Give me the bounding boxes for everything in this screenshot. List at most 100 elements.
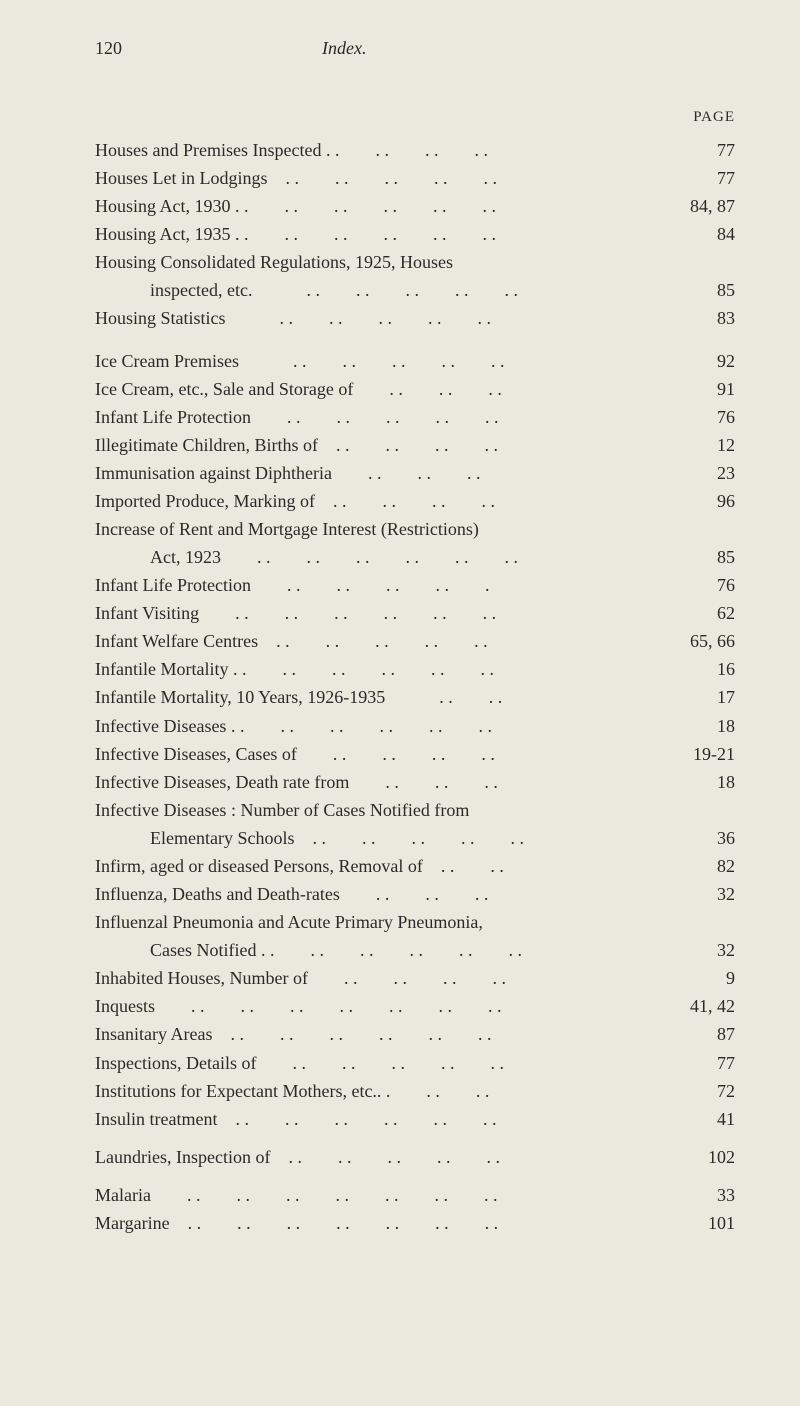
entry-text: Ice Cream, etc., Sale and Storage of . .… [95, 375, 670, 403]
index-entry: Institutions for Expectant Mothers, etc.… [95, 1077, 740, 1105]
index-entry: Act, 1923 . . . . . . . . . . . .85 [95, 543, 740, 571]
page-number: 120 [95, 38, 122, 59]
index-entry: Cases Notified . . . . . . . . . . . .32 [95, 936, 740, 964]
entry-page-number: 84, 87 [670, 192, 740, 220]
entry-page-number: 18 [670, 768, 740, 796]
index-entry: Housing Consolidated Regulations, 1925, … [95, 248, 740, 276]
entry-text: Housing Act, 1935 . . . . . . . . . . . … [95, 220, 670, 248]
entry-text: Immunisation against Diphtheria . . . . … [95, 459, 670, 487]
entry-text: Infirm, aged or diseased Persons, Remova… [95, 852, 670, 880]
section-gap [95, 333, 740, 347]
index-entry: Infective Diseases . . . . . . . . . . .… [95, 712, 740, 740]
entry-page-number: 76 [670, 571, 740, 599]
entry-page-number: 32 [670, 880, 740, 908]
index-entry: Infective Diseases, Cases of . . . . . .… [95, 740, 740, 768]
entry-text: Influenza, Deaths and Death-rates . . . … [95, 880, 670, 908]
entry-page-number: 23 [670, 459, 740, 487]
entry-page-number: 9 [670, 964, 740, 992]
entry-text: Infantile Mortality, 10 Years, 1926-1935… [95, 683, 670, 711]
entry-text: Institutions for Expectant Mothers, etc.… [95, 1077, 670, 1105]
entry-page-number: 12 [670, 431, 740, 459]
entry-page-number: 41 [670, 1105, 740, 1133]
entry-text: Laundries, Inspection of . . . . . . . .… [95, 1143, 670, 1171]
entry-page-number: 36 [670, 824, 740, 852]
index-entry: Infantile Mortality, 10 Years, 1926-1935… [95, 683, 740, 711]
entry-page-number: 77 [670, 164, 740, 192]
entry-page-number: 85 [670, 276, 740, 304]
entry-page-number: 65, 66 [670, 627, 740, 655]
entry-page-number: 19-21 [670, 740, 740, 768]
entry-page-number: 84 [670, 220, 740, 248]
entry-text: Infective Diseases, Death rate from . . … [95, 768, 670, 796]
entry-text: Housing Consolidated Regulations, 1925, … [95, 248, 670, 276]
entry-text: Margarine . . . . . . . . . . . . . . [95, 1209, 670, 1237]
index-entry: Infective Diseases, Death rate from . . … [95, 768, 740, 796]
entry-page-number: 85 [670, 543, 740, 571]
entry-page-number: 77 [670, 1049, 740, 1077]
index-entry: Infant Life Protection . . . . . . . . .… [95, 403, 740, 431]
entry-text: Elementary Schools . . . . . . . . . . [95, 824, 670, 852]
entry-page-number: 82 [670, 852, 740, 880]
entry-text: Infant Welfare Centres . . . . . . . . .… [95, 627, 670, 655]
entry-text: Infantile Mortality . . . . . . . . . . … [95, 655, 670, 683]
entry-text: Infective Diseases : Number of Cases Not… [95, 796, 670, 824]
index-entry: Insanitary Areas . . . . . . . . . . . .… [95, 1020, 740, 1048]
entry-text: Inhabited Houses, Number of . . . . . . … [95, 964, 670, 992]
index-entry: Malaria . . . . . . . . . . . . . .33 [95, 1181, 740, 1209]
index-entry: Laundries, Inspection of . . . . . . . .… [95, 1143, 740, 1171]
index-entry: Ice Cream Premises . . . . . . . . . .92 [95, 347, 740, 375]
index-entry: Infirm, aged or diseased Persons, Remova… [95, 852, 740, 880]
entry-text: Infant Visiting . . . . . . . . . . . . [95, 599, 670, 627]
entry-page-number: 17 [670, 683, 740, 711]
index-entry: Housing Act, 1935 . . . . . . . . . . . … [95, 220, 740, 248]
entry-text: Malaria . . . . . . . . . . . . . . [95, 1181, 670, 1209]
entry-page-number: 91 [670, 375, 740, 403]
entry-text: Housing Act, 1930 . . . . . . . . . . . … [95, 192, 670, 220]
entry-text: Infective Diseases, Cases of . . . . . .… [95, 740, 670, 768]
index-entry: Influenza, Deaths and Death-rates . . . … [95, 880, 740, 908]
entry-text: Illegitimate Children, Births of . . . .… [95, 431, 670, 459]
entry-text: Influenzal Pneumonia and Acute Primary P… [95, 908, 670, 936]
index-entry: Houses and Premises Inspected . . . . . … [95, 136, 740, 164]
index-entry: Immunisation against Diphtheria . . . . … [95, 459, 740, 487]
entry-page-number: 62 [670, 599, 740, 627]
index-entry: Infective Diseases : Number of Cases Not… [95, 796, 740, 824]
entry-page-number: 18 [670, 712, 740, 740]
entry-text: Ice Cream Premises . . . . . . . . . . [95, 347, 670, 375]
entry-text: Infant Life Protection . . . . . . . . . [95, 571, 670, 599]
index-entry: Inspections, Details of . . . . . . . . … [95, 1049, 740, 1077]
index-entry: Inquests . . . . . . . . . . . . . .41, … [95, 992, 740, 1020]
entry-page-number: 33 [670, 1181, 740, 1209]
entry-page-number: 72 [670, 1077, 740, 1105]
entry-page-number: 41, 42 [670, 992, 740, 1020]
entry-text: Houses and Premises Inspected . . . . . … [95, 136, 670, 164]
index-entry: Increase of Rent and Mortgage Interest (… [95, 515, 740, 543]
entry-page-number: 96 [670, 487, 740, 515]
index-entry: Elementary Schools . . . . . . . . . .36 [95, 824, 740, 852]
entry-text: Inspections, Details of . . . . . . . . … [95, 1049, 670, 1077]
index-entry: inspected, etc. . . . . . . . . . .85 [95, 276, 740, 304]
page-header: 120 Index. [95, 38, 740, 59]
entry-page-number: 101 [670, 1209, 740, 1237]
entry-text: Increase of Rent and Mortgage Interest (… [95, 515, 670, 543]
entry-page-number: 32 [670, 936, 740, 964]
entry-text: Imported Produce, Marking of . . . . . .… [95, 487, 670, 515]
index-entry: Insulin treatment . . . . . . . . . . . … [95, 1105, 740, 1133]
entry-text: Insulin treatment . . . . . . . . . . . … [95, 1105, 670, 1133]
page-title: Index. [322, 38, 366, 59]
entry-page-number: 16 [670, 655, 740, 683]
index-entry: Imported Produce, Marking of . . . . . .… [95, 487, 740, 515]
entry-text: Inquests . . . . . . . . . . . . . . [95, 992, 670, 1020]
index-entries: Houses and Premises Inspected . . . . . … [95, 136, 740, 1237]
index-entry: Inhabited Houses, Number of . . . . . . … [95, 964, 740, 992]
index-entry: Houses Let in Lodgings . . . . . . . . .… [95, 164, 740, 192]
entry-text: Infective Diseases . . . . . . . . . . .… [95, 712, 670, 740]
section-gap [95, 1171, 740, 1181]
index-entry: Illegitimate Children, Births of . . . .… [95, 431, 740, 459]
entry-page-number: 102 [670, 1143, 740, 1171]
index-entry: Ice Cream, etc., Sale and Storage of . .… [95, 375, 740, 403]
entry-text: Infant Life Protection . . . . . . . . .… [95, 403, 670, 431]
entry-text: Cases Notified . . . . . . . . . . . . [95, 936, 670, 964]
index-entry: Infant Visiting . . . . . . . . . . . .6… [95, 599, 740, 627]
page-column-label: PAGE [95, 109, 740, 126]
